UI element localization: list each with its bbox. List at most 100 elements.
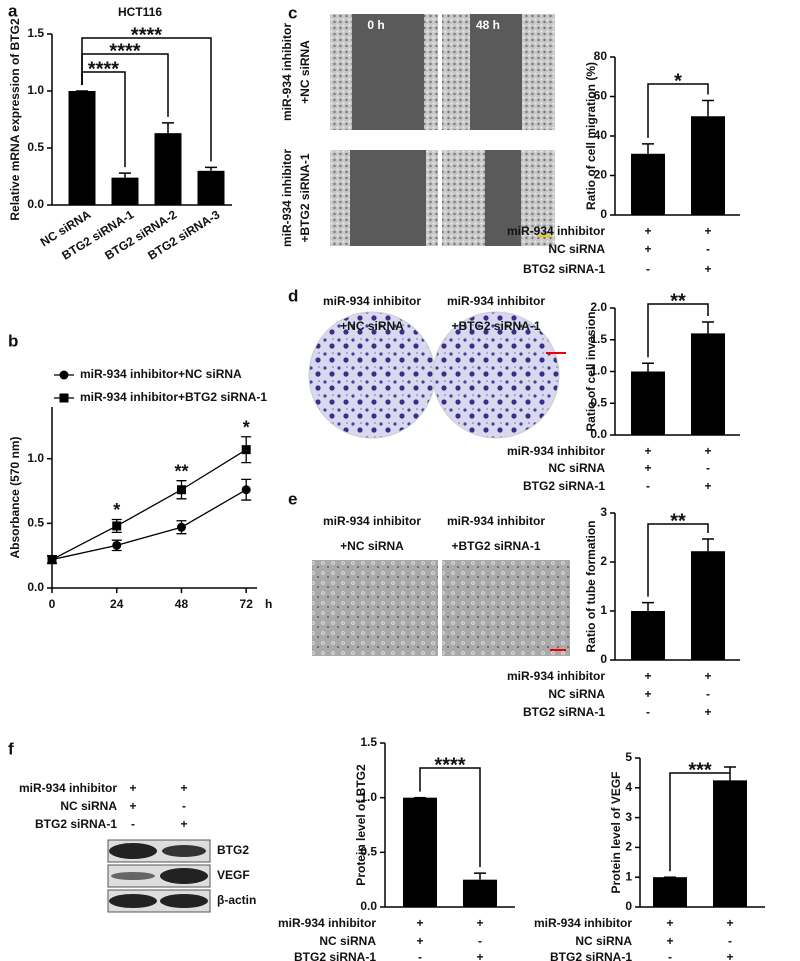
western-blot: [107, 839, 211, 913]
y-tick-label: 1.0: [360, 790, 377, 804]
condition-mark: -: [706, 242, 710, 256]
error-bar: [702, 99, 714, 117]
y-tick-label: 3: [625, 810, 632, 824]
marker: [47, 555, 57, 565]
significance-label: ****: [109, 40, 140, 62]
condition-label: miR-934 inhibitor: [507, 224, 605, 238]
significance-label: ****: [88, 58, 119, 80]
panel-label: f: [8, 739, 14, 758]
y-tick-label: 0.0: [590, 427, 607, 441]
y-axis-label: Relative mRNA expression of BTG2: [8, 18, 22, 221]
y-tick-label: 0: [600, 207, 607, 221]
condition-mark: -: [706, 461, 710, 475]
y-tick-label: 80: [594, 49, 608, 63]
condition-label: miR-934 inhibitor: [278, 916, 376, 930]
condition-mark: +: [129, 799, 136, 813]
bar: [154, 133, 182, 205]
image-label: miR-934 inhibitor: [447, 294, 545, 308]
image-label: +NC siRNA: [340, 539, 404, 553]
y-axis-label: Protein level of VEGF: [609, 771, 623, 893]
condition-label: NC siRNA: [548, 242, 605, 256]
bar: [631, 153, 665, 215]
condition-mark: +: [644, 461, 651, 475]
y-tick-label: 1.5: [27, 26, 44, 40]
legend-label: miR-934 inhibitor+NC siRNA: [80, 367, 242, 381]
condition-mark: -: [182, 799, 186, 813]
series-line: [51, 449, 247, 561]
condition-mark: -: [706, 687, 710, 701]
image-column-label: 0 h: [367, 18, 384, 32]
x-tick-label: 48: [175, 597, 189, 611]
bar: [691, 116, 725, 215]
y-tick-label: 2.0: [590, 300, 607, 314]
y-tick-label: 1.5: [590, 332, 607, 346]
image-label: +BTG2 siRNA-1: [451, 539, 540, 553]
y-tick-label: 40: [594, 128, 608, 142]
condition-mark: +: [726, 950, 733, 961]
y-tick-label: 0.5: [590, 395, 607, 409]
condition-mark: +: [666, 916, 673, 930]
legend-marker: [59, 393, 69, 403]
error-bar: [702, 321, 714, 334]
y-axis-label: Ratio of cell invasion: [584, 311, 598, 431]
significance-label: *: [674, 70, 682, 92]
condition-label: BTG2 siRNA-1: [523, 705, 605, 719]
error-bar: [702, 538, 714, 552]
bar: [68, 91, 96, 205]
condition-label: NC siRNA: [575, 934, 632, 948]
error-bar: [642, 362, 654, 372]
y-tick-label: 0.5: [27, 516, 44, 530]
x-tick-label: 72: [240, 597, 254, 611]
significance-bracket: [647, 303, 709, 358]
y-tick-label: 0: [625, 899, 632, 913]
condition-mark: +: [704, 669, 711, 683]
significance-label: ***: [688, 759, 712, 781]
marker: [241, 445, 251, 455]
y-tick-label: 2: [625, 840, 632, 854]
error-bar: [162, 122, 174, 134]
significance-label: **: [670, 510, 686, 532]
significance-label: **: [174, 461, 188, 481]
y-tick-label: 1: [600, 603, 607, 617]
condition-mark: +: [644, 669, 651, 683]
y-tick-label: 1.0: [590, 364, 607, 378]
panel-label: c: [288, 3, 297, 22]
condition-mark: +: [704, 224, 711, 238]
bar: [403, 797, 437, 907]
wound-images: [330, 14, 555, 246]
y-tick-label: 1: [625, 869, 632, 883]
condition-label: BTG2 siRNA-1: [523, 262, 605, 276]
condition-label: NC siRNA: [548, 687, 605, 701]
significance-label: *: [113, 500, 120, 520]
bar: [197, 170, 225, 205]
band-label: β-actin: [217, 893, 256, 907]
image-label: miR-934 inhibitor: [323, 294, 421, 308]
image-label: +NC siRNA: [340, 319, 404, 333]
image-row-label: miR-934 inhibitor: [280, 23, 294, 121]
y-tick-label: 0.5: [27, 140, 44, 154]
condition-mark: +: [476, 916, 483, 930]
condition-label: BTG2 siRNA-1: [523, 479, 605, 493]
band-label: VEGF: [217, 868, 250, 882]
condition-label: NC siRNA: [60, 799, 117, 813]
significance-label: **: [670, 290, 686, 312]
condition-mark: +: [416, 934, 423, 948]
y-tick-label: 0.5: [360, 845, 377, 859]
condition-mark: +: [704, 262, 711, 276]
significance-bracket: [647, 523, 709, 597]
y-tick-label: 5: [625, 750, 632, 764]
condition-label: NC siRNA: [319, 934, 376, 948]
x-tick-label: BTG2 siRNA-2: [102, 207, 179, 263]
condition-mark: -: [728, 934, 732, 948]
panel-label: d: [288, 286, 298, 305]
y-tick-label: 60: [594, 89, 608, 103]
tube-images: [312, 560, 570, 656]
significance-bracket: [419, 767, 481, 868]
condition-label: BTG2 siRNA-1: [35, 817, 117, 831]
bar: [691, 551, 725, 660]
significance-bracket: [669, 772, 730, 872]
x-tick-label: 0: [49, 597, 56, 611]
y-tick-label: 1.0: [27, 83, 44, 97]
condition-mark: +: [416, 916, 423, 930]
